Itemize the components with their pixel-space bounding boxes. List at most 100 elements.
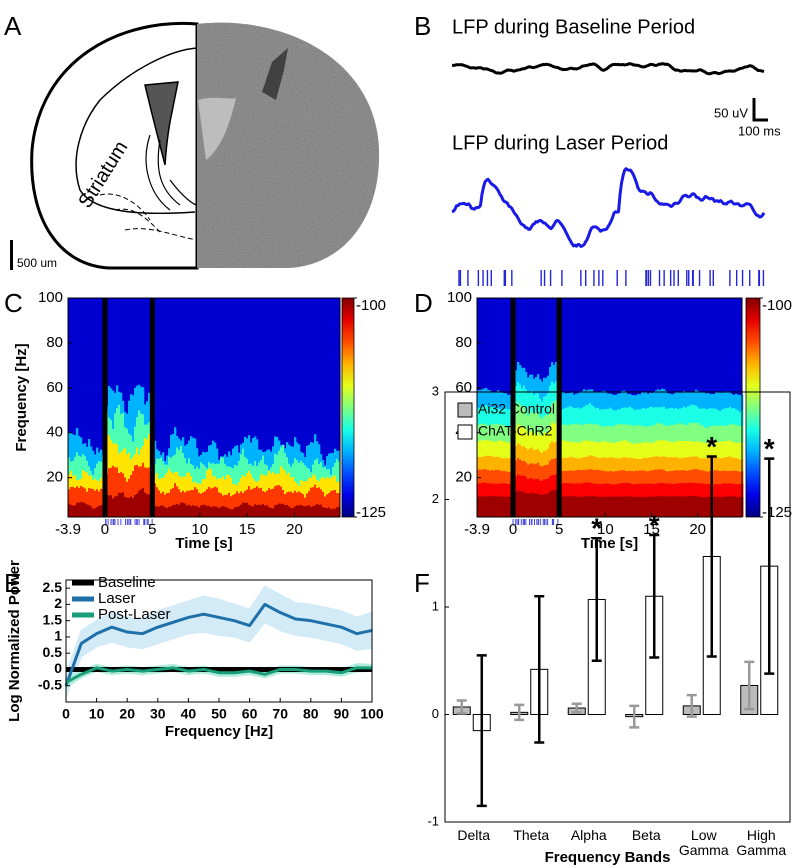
spectrogram-cell [132, 471, 135, 517]
spectrogram-cell [613, 496, 616, 517]
spectrogram-cell [90, 506, 93, 517]
spectrogram-cell [260, 504, 263, 517]
spectrogram-cell [705, 497, 708, 517]
spectrogram-cell [224, 494, 227, 517]
spectrogram-cell [539, 494, 542, 517]
y-axis-label: Log Normalized Power [6, 560, 23, 722]
laser-onset-line [556, 298, 562, 517]
spectrogram-cell [611, 496, 614, 517]
panel-label: D [414, 288, 433, 318]
spectrogram-cell [284, 505, 287, 517]
spectrogram-cell [134, 495, 137, 517]
spectrogram-cell [601, 496, 604, 517]
y-tick-label: -0.5 [38, 676, 62, 692]
spectrogram-cell [318, 487, 321, 517]
error-bar [456, 699, 467, 715]
spectrogram-cell [122, 492, 125, 517]
spectrogram-cell [94, 508, 97, 517]
spectrogram-cell [300, 492, 303, 517]
spectrogram-cell [272, 508, 275, 517]
spectrogram-cell [597, 496, 600, 517]
spectrogram-cell [509, 496, 512, 517]
ventricle [144, 81, 179, 166]
spectrogram-cell [635, 496, 638, 517]
spectrogram-cell [190, 506, 193, 517]
spectrogram-cell [575, 496, 578, 517]
spectrogram-cell [695, 496, 698, 517]
spectrogram-cell [713, 496, 716, 517]
spectrogram-cell [256, 505, 259, 517]
spectrogram-cell [232, 495, 235, 517]
error-bar [649, 533, 660, 659]
spectrogram-cell [298, 505, 301, 517]
spectrogram-cell [68, 503, 71, 517]
spectrogram-cell [328, 507, 331, 517]
colorbar [341, 297, 355, 518]
spectrogram-cell [88, 504, 91, 517]
y-tick-label: 60 [46, 379, 63, 396]
spectrogram-cell [497, 496, 500, 517]
spectrogram-cell [246, 502, 249, 517]
spectrogram-cell [499, 496, 502, 517]
spectrogram-cell [703, 497, 706, 517]
x-tick-label: 100 [360, 706, 384, 722]
spectrogram-cell [310, 506, 313, 517]
spectrogram-cell [188, 504, 191, 517]
spectrogram-cell [146, 467, 149, 517]
spectrogram-cell [260, 487, 263, 517]
spectrogram-cell [675, 496, 678, 517]
spectrogram-cell [242, 502, 245, 517]
spectrogram-cell [332, 490, 335, 517]
spectrogram-cell [228, 492, 231, 517]
spectrogram-cell [84, 503, 87, 517]
y-tick-label: 20 [455, 469, 472, 486]
spectrogram-cell [270, 489, 273, 517]
spectrogram-cell [274, 505, 277, 517]
spectrogram-cell [198, 492, 201, 517]
spectrogram-cell [707, 496, 710, 517]
x-tick-label: 5 [148, 521, 156, 538]
spectrogram-cell [493, 496, 496, 517]
spectrogram-cell [477, 496, 480, 517]
spectrogram-cell [304, 506, 307, 517]
spectrogram-cell [144, 492, 147, 517]
x-tick-label: 15 [643, 521, 660, 538]
spectrogram-cell [196, 505, 199, 517]
colorbar-tick-label: -100 [356, 297, 386, 314]
spectrogram-cell [653, 496, 656, 517]
error-bar-line [744, 660, 755, 711]
spectrogram-cell [206, 489, 209, 517]
spectrogram-cell [254, 504, 257, 517]
spectrogram-cell [701, 497, 704, 517]
spectrogram-cell [651, 496, 654, 517]
spectrogram-cell [657, 496, 660, 517]
spectrogram-cell [110, 495, 113, 517]
spectrogram-cell [324, 507, 327, 517]
spectrogram-cell [146, 494, 149, 517]
x-tick-label: 90 [334, 706, 350, 722]
spectrogram-cell [292, 508, 295, 517]
spectrogram-cell [300, 504, 303, 517]
spectrogram-cell [553, 490, 556, 517]
spectrogram-cell [82, 487, 85, 517]
spectrogram-cell [661, 496, 664, 517]
spectrogram-cell [631, 496, 634, 517]
spectrogram-cell [236, 506, 239, 517]
y-tick-label: 40 [46, 424, 63, 441]
spectrogram-cell [108, 495, 111, 517]
scale-bar [752, 98, 768, 122]
y-tick-label: -1 [427, 813, 439, 828]
spectrogram-cell [310, 487, 313, 517]
spectrogram-cell [324, 496, 327, 517]
spectrogram-cell [136, 493, 139, 517]
panel-label: A [4, 11, 22, 41]
spectrogram-cell [198, 507, 201, 517]
x-tick-label: 0 [62, 706, 70, 722]
spectrogram-cell [314, 484, 317, 517]
legend-swatch [457, 424, 473, 440]
spectrogram-cell [565, 496, 568, 517]
spectrogram-cell [120, 492, 123, 517]
spectrogram-cell [166, 508, 169, 517]
panel-label: C [4, 288, 23, 318]
spectrogram-cell [170, 506, 173, 517]
